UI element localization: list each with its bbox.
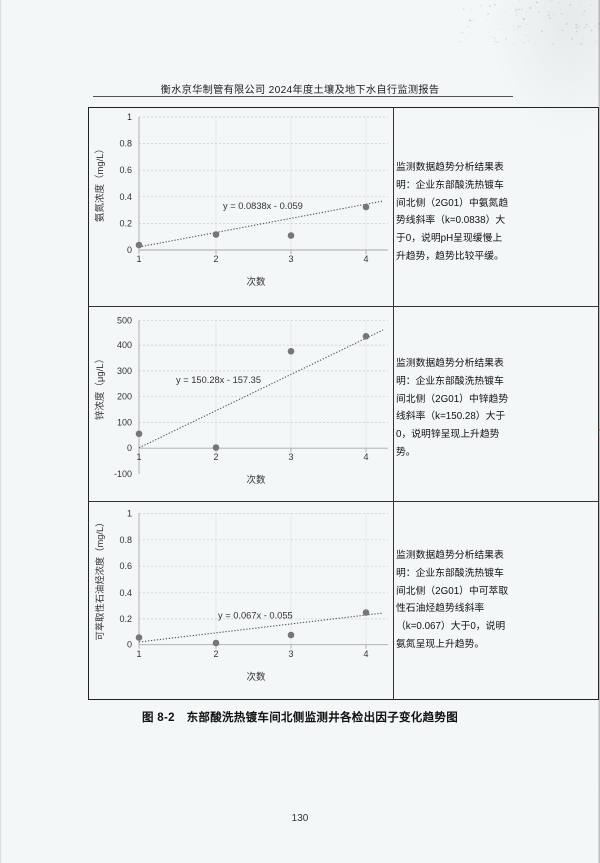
svg-text:0: 0 (127, 640, 132, 650)
svg-text:1: 1 (127, 112, 132, 122)
svg-text:可萃取性石油烃浓度（mg/L）: 可萃取性石油烃浓度（mg/L） (94, 518, 105, 641)
svg-text:3: 3 (288, 649, 293, 659)
svg-text:3: 3 (288, 452, 293, 462)
svg-text:1: 1 (136, 452, 141, 462)
svg-text:4: 4 (363, 254, 368, 264)
svg-text:0: 0 (127, 245, 132, 255)
svg-text:0.8: 0.8 (119, 535, 132, 545)
svg-text:次数: 次数 (246, 276, 266, 288)
svg-text:0.8: 0.8 (119, 139, 132, 149)
svg-text:300: 300 (117, 366, 132, 376)
svg-text:0.2: 0.2 (119, 218, 132, 228)
svg-text:0: 0 (127, 443, 132, 453)
svg-text:1: 1 (127, 508, 132, 518)
svg-text:y = 0.0838x - 0.059: y = 0.0838x - 0.059 (223, 201, 303, 211)
svg-text:0.6: 0.6 (119, 561, 132, 571)
svg-text:3: 3 (288, 254, 293, 264)
svg-text:0.4: 0.4 (119, 192, 132, 202)
svg-text:400: 400 (117, 340, 132, 350)
svg-text:2: 2 (213, 254, 218, 264)
svg-text:y = 0.067x - 0.055: y = 0.067x - 0.055 (218, 610, 293, 620)
svg-text:0.4: 0.4 (119, 588, 132, 598)
svg-text:-100: -100 (114, 469, 132, 479)
svg-text:次数: 次数 (246, 474, 266, 486)
svg-text:氨氮浓度（mg/L）: 氨氮浓度（mg/L） (94, 144, 106, 222)
svg-text:y = 150.28x - 157.35: y = 150.28x - 157.35 (176, 375, 261, 385)
svg-text:4: 4 (363, 452, 368, 462)
svg-text:1: 1 (136, 649, 141, 659)
svg-text:0.6: 0.6 (119, 165, 132, 175)
svg-text:0.2: 0.2 (119, 614, 132, 624)
svg-text:200: 200 (117, 392, 132, 402)
svg-text:1: 1 (136, 254, 141, 264)
svg-text:4: 4 (363, 649, 368, 659)
svg-text:500: 500 (117, 315, 132, 325)
svg-text:次数: 次数 (246, 671, 266, 683)
svg-text:2: 2 (213, 649, 218, 659)
svg-text:100: 100 (117, 418, 132, 428)
svg-text:锌浓度（μg/L）: 锌浓度（μg/L） (94, 354, 106, 420)
svg-text:2: 2 (213, 452, 218, 462)
